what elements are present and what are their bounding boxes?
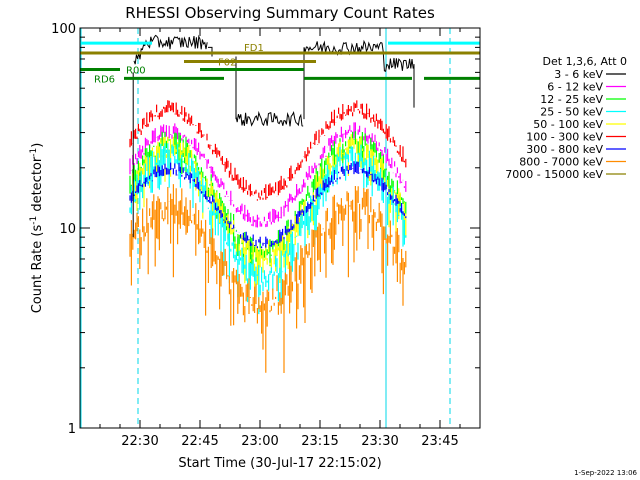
- x-axis: 22:30 22:45 23:00 23:15 23:30 23:45: [99, 28, 461, 449]
- legend-label: 3 - 6 keV: [554, 68, 603, 81]
- series-6-12kev: [129, 122, 407, 228]
- legend-label: 800 - 7000 keV: [519, 156, 603, 169]
- legend-label: 7000 - 15000 keV: [505, 168, 603, 181]
- x-tick-label: 23:30: [361, 434, 398, 449]
- legend-header: Det 1,3,6, Att 0: [543, 55, 627, 68]
- legend-label: 100 - 300 keV: [526, 131, 603, 144]
- x-tick-label: 23:15: [301, 434, 338, 449]
- x-tick-label: 22:30: [121, 434, 158, 449]
- flag-label-fd1: FD1: [244, 43, 264, 54]
- y-tick-label: 10: [59, 222, 76, 237]
- legend-label: 12 - 25 keV: [540, 93, 603, 106]
- x-tick-label: 23:45: [421, 434, 458, 449]
- y-tick-label: 100: [51, 22, 76, 37]
- flag-layer: FD1 F02 R00 RD6: [80, 41, 480, 85]
- data-layer: [80, 28, 451, 428]
- legend-label: 50 - 100 keV: [533, 118, 603, 131]
- footer-date: 1-Sep-2022 13:06: [574, 469, 637, 477]
- x-tick-label: 22:45: [181, 434, 218, 449]
- series-100-300kev: [129, 100, 407, 201]
- flag-label-r00: R00: [126, 66, 146, 77]
- y-axis: 1 10 100: [51, 22, 480, 437]
- legend-label: 6 - 12 keV: [547, 81, 603, 94]
- legend-label: 25 - 50 keV: [540, 106, 603, 119]
- x-tick-label: 23:00: [241, 434, 278, 449]
- series-3-6kev: [132, 34, 415, 238]
- flag-label-rd6: RD6: [94, 74, 115, 85]
- flag-label-f02: F02: [218, 57, 236, 68]
- y-axis-label: Count Rate (s-1 detector-1): [29, 143, 45, 314]
- series-800-7000kev: [129, 184, 407, 373]
- x-axis-label: Start Time (30-Jul-17 22:15:02): [178, 456, 381, 471]
- chart-title: RHESSI Observing Summary Count Rates: [125, 4, 435, 22]
- series-300-800kev: [129, 161, 407, 249]
- legend-label: 300 - 800 keV: [526, 143, 603, 156]
- y-tick-label: 1: [68, 422, 76, 437]
